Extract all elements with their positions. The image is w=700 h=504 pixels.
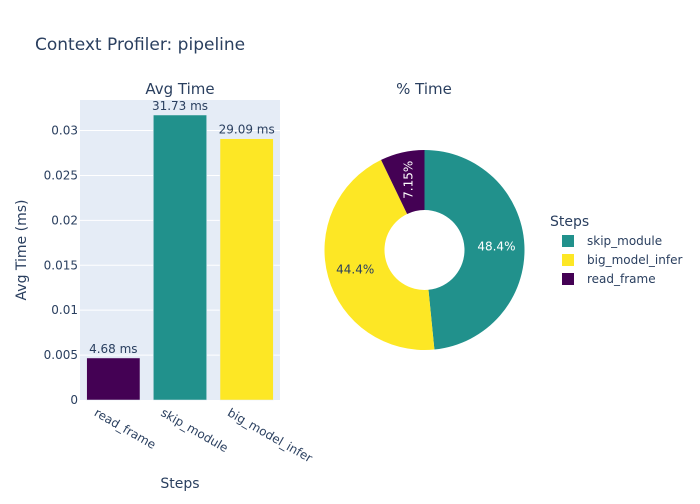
legend: Steps skip_module big_model_infer read_fra… [550, 214, 682, 286]
bar-data-label: 31.73 ms [152, 99, 208, 113]
legend-swatch [562, 273, 574, 285]
figure-title: Context Profiler: pipeline [35, 35, 245, 55]
pie-data-labels: 48.4% 44.4% 7.15% [336, 161, 515, 277]
pie-slices [324, 150, 525, 350]
pie-data-label: 7.15% [401, 161, 415, 199]
x-tick-label: skip_module [159, 405, 231, 455]
legend-label[interactable]: skip_module [587, 234, 662, 248]
bar-skip_module[interactable] [153, 114, 207, 401]
pie-slice-big_model_infer[interactable] [324, 159, 435, 350]
y-tick-label: 0.03 [51, 124, 78, 138]
bar-subplot: Avg Time 0 0.005 0.01 0.015 0.02 0.025 0.03 4.… [14, 80, 315, 492]
legend-label[interactable]: big_model_infer [587, 253, 682, 267]
y-tick-label: 0 [70, 393, 78, 407]
bar-marks [86, 114, 274, 401]
y-tick-label: 0.015 [44, 258, 78, 272]
x-tick-label: big_model_infer [225, 405, 315, 465]
y-tick-label: 0.025 [44, 168, 78, 182]
pie-slice-read_frame[interactable] [381, 150, 425, 214]
bar-data-labels: 4.68 ms 31.73 ms 29.09 ms [89, 99, 275, 356]
y-tick-label: 0.005 [44, 348, 78, 362]
x-tick-label: read_frame [92, 405, 158, 451]
pie-subplot-title: % Time [396, 80, 452, 98]
bar-x-axis-title: Steps [160, 476, 199, 492]
y-tick-label: 0.01 [51, 303, 78, 317]
bar-subplot-title: Avg Time [145, 80, 214, 98]
bar-y-tick-labels: 0 0.005 0.01 0.015 0.02 0.025 0.03 [44, 124, 78, 407]
bar-read_frame[interactable] [86, 357, 141, 401]
legend-label[interactable]: read_frame [587, 272, 656, 286]
legend-swatch [562, 254, 574, 266]
pie-slice-skip_module[interactable] [424, 150, 525, 350]
bar-y-axis-title: Avg Time (ms) [14, 200, 30, 301]
pie-data-label: 44.4% [336, 262, 374, 276]
legend-swatch [562, 235, 574, 247]
pie-subplot: % Time 48.4% 44.4% 7.15% [324, 80, 525, 350]
legend-title: Steps [550, 214, 589, 230]
bar-big_model_infer[interactable] [219, 138, 274, 401]
bar-data-label: 29.09 ms [219, 123, 275, 137]
bar-data-label: 4.68 ms [89, 342, 137, 356]
y-tick-label: 0.02 [51, 213, 78, 227]
legend-items: skip_module big_model_infer read_frame [562, 234, 682, 286]
pie-data-label: 48.4% [477, 239, 515, 253]
